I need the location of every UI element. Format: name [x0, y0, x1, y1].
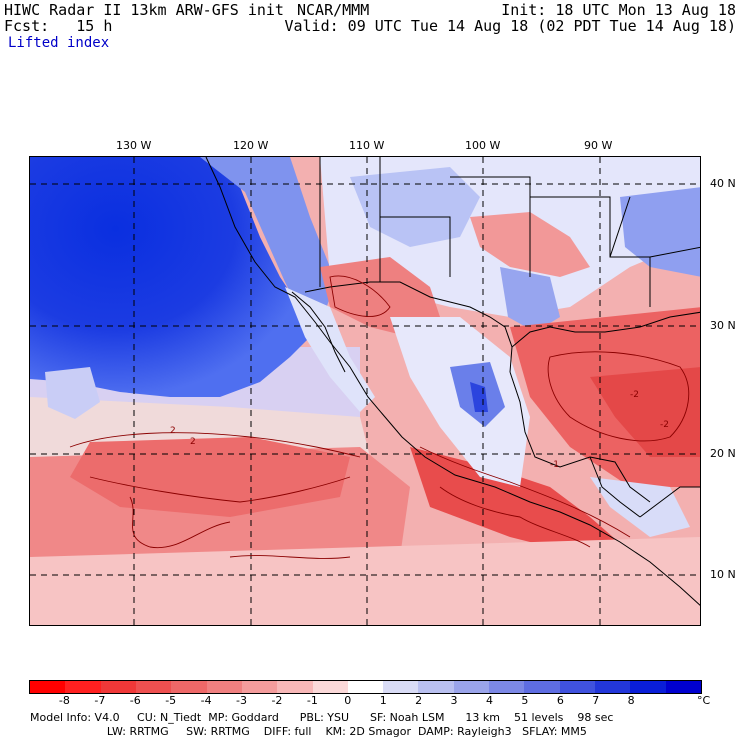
contour-label-5: -2	[660, 420, 669, 430]
colorbar-tick-label: -1	[306, 694, 318, 707]
model-info: Model Info: V4.0 CU: N_Tiedt MP: Goddard…	[30, 711, 613, 739]
institution-label: NCAR/MMM	[297, 1, 370, 19]
lat-lon-grid	[30, 157, 700, 625]
model-title: HIWC Radar II 13km ARW-GFS init	[4, 1, 284, 19]
colorbar-segment	[559, 681, 595, 693]
colorbar	[29, 680, 702, 694]
colorbar-segment	[206, 681, 242, 693]
colorbar-segment	[100, 681, 136, 693]
lat-label-10n: 10 N	[710, 568, 736, 581]
lat-label-30n: 30 N	[710, 319, 736, 332]
lon-label-110w: 110 W	[349, 139, 385, 152]
lat-label-40n: 40 N	[710, 177, 736, 190]
colorbar-tick-label: 2	[415, 694, 423, 707]
colorbar-tick-label: 0	[344, 694, 352, 707]
colorbar-tick-label: -3	[236, 694, 247, 707]
lon-label-120w: 120 W	[233, 139, 269, 152]
colorbar-segment	[383, 681, 419, 693]
colorbar-segment	[135, 681, 172, 693]
init-time: Init: 18 UTC Mon 13 Aug 18	[501, 1, 736, 19]
coastal-light-blue	[200, 157, 330, 327]
forecast-hour: Fcst: 15 h	[4, 17, 113, 35]
mexico-coast-red	[410, 447, 630, 557]
contour-label-4: -2	[630, 390, 639, 400]
itcz-red	[70, 437, 350, 517]
lifted-index-map: 2 2 -1 -2 -2	[29, 156, 701, 626]
colorbar-segment	[630, 681, 666, 693]
colorbar-tick-label: -5	[165, 694, 177, 707]
stable-airmass-region	[30, 157, 315, 397]
colorbar-segment	[65, 681, 101, 693]
colorbar-segment	[665, 681, 701, 693]
southeast-us-blue	[620, 187, 700, 277]
colorbar-segment	[241, 681, 278, 693]
colorbar-tick-label: 6	[556, 694, 564, 707]
colorbar-tick-label: -6	[129, 694, 141, 707]
colorbar-segment	[312, 681, 348, 693]
colorbar-tick-label: -4	[200, 694, 212, 707]
lat-label-20n: 20 N	[710, 447, 736, 460]
great-plains-blue	[350, 167, 480, 247]
colorbar-segment	[453, 681, 490, 693]
model-info-line2: LW: RRTMG SW: RRTMG DIFF: full KM: 2D Sm…	[30, 725, 587, 738]
colorbar-segment	[595, 681, 631, 693]
southern-pale	[30, 537, 700, 625]
colorbar-segment	[418, 681, 454, 693]
lon-label-100w: 100 W	[465, 139, 501, 152]
colorbar-segment	[489, 681, 525, 693]
colorbar-segment	[277, 681, 313, 693]
colorbar-unit: °C	[697, 694, 711, 707]
valid-time: Valid: 09 UTC Tue 14 Aug 18 (02 PDT Tue …	[284, 17, 736, 35]
contour-label-1: 2	[170, 426, 176, 436]
contour-label-2: 2	[190, 437, 196, 447]
colorbar-segment	[524, 681, 560, 693]
li-contours	[69, 275, 690, 559]
colorbar-segment	[171, 681, 207, 693]
colorbar-tick-label: 8	[627, 694, 635, 707]
colorbar-tick-label: 5	[521, 694, 529, 707]
political-boundaries	[205, 157, 700, 606]
lon-label-90w: 90 W	[584, 139, 613, 152]
colorbar-tick-label: -7	[94, 694, 106, 707]
colorbar-tick-label: -8	[58, 694, 70, 707]
colorbar-tick-label: 3	[450, 694, 458, 707]
contour-label-3: -1	[550, 460, 559, 470]
colorbar-tick-label: 4	[485, 694, 493, 707]
coastal-white	[285, 287, 375, 412]
colorbar-segment	[347, 681, 384, 693]
map-canvas: 2 2 -1 -2 -2	[30, 157, 700, 625]
lon-label-130w: 130 W	[116, 139, 152, 152]
model-info-line1: Model Info: V4.0 CU: N_Tiedt MP: Goddard…	[30, 711, 614, 724]
pacific-blue-patch	[45, 367, 100, 419]
field-name: Lifted index	[8, 35, 110, 51]
colorbar-tick-label: -2	[271, 694, 283, 707]
colorbar-segment	[30, 681, 66, 693]
colorbar-tick-label: 1	[379, 694, 387, 707]
colorbar-tick-label: 7	[592, 694, 600, 707]
central-america-white	[590, 477, 690, 537]
texas-blue	[500, 267, 560, 332]
